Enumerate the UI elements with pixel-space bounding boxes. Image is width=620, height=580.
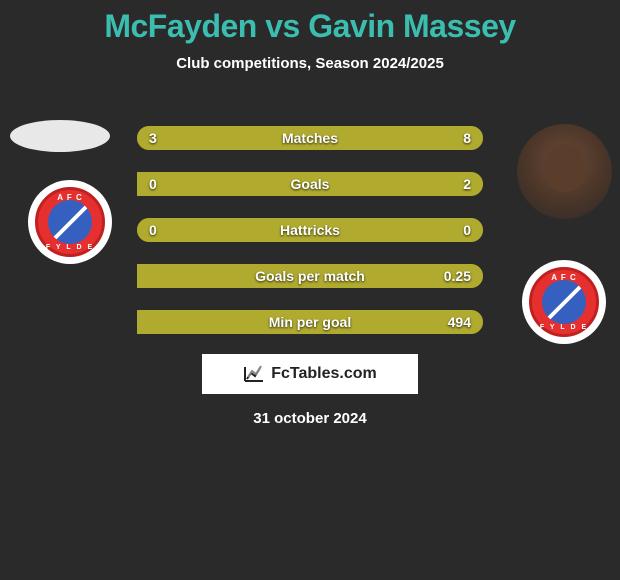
badge-top-text: A F C [38,193,102,202]
site-label: FcTables.com [271,365,377,383]
stat-label: Hattricks [137,222,483,238]
player-right-avatar [517,124,612,219]
badge-bottom-text: F Y L D E [532,324,596,331]
stat-right-value: 2 [463,176,471,192]
stat-row-mpg: Min per goal 494 [137,310,483,334]
stat-row-matches: 3 Matches 8 [137,126,483,150]
page-title: McFayden vs Gavin Massey [0,0,620,45]
club-badge-left: A F C F Y L D E [28,180,112,264]
player-left-avatar [10,120,110,152]
badge-top-text: A F C [532,273,596,282]
site-attribution[interactable]: FcTables.com [202,354,418,394]
stat-right-value: 494 [448,314,471,330]
stat-right-value: 0.25 [444,268,471,284]
chart-icon [243,365,265,383]
stat-right-value: 8 [463,130,471,146]
stats-panel: 3 Matches 8 0 Goals 2 0 Hattricks 0 Goal… [137,126,483,356]
stat-label: Goals per match [137,268,483,284]
stat-label: Goals [137,176,483,192]
club-badge-right: A F C F Y L D E [522,260,606,344]
stat-right-value: 0 [463,222,471,238]
badge-bottom-text: F Y L D E [38,244,102,251]
subtitle: Club competitions, Season 2024/2025 [0,55,620,72]
stat-label: Matches [137,130,483,146]
stat-row-hattricks: 0 Hattricks 0 [137,218,483,242]
stat-row-goals: 0 Goals 2 [137,172,483,196]
date-label: 31 october 2024 [0,410,620,427]
stat-label: Min per goal [137,314,483,330]
stat-row-gpm: Goals per match 0.25 [137,264,483,288]
